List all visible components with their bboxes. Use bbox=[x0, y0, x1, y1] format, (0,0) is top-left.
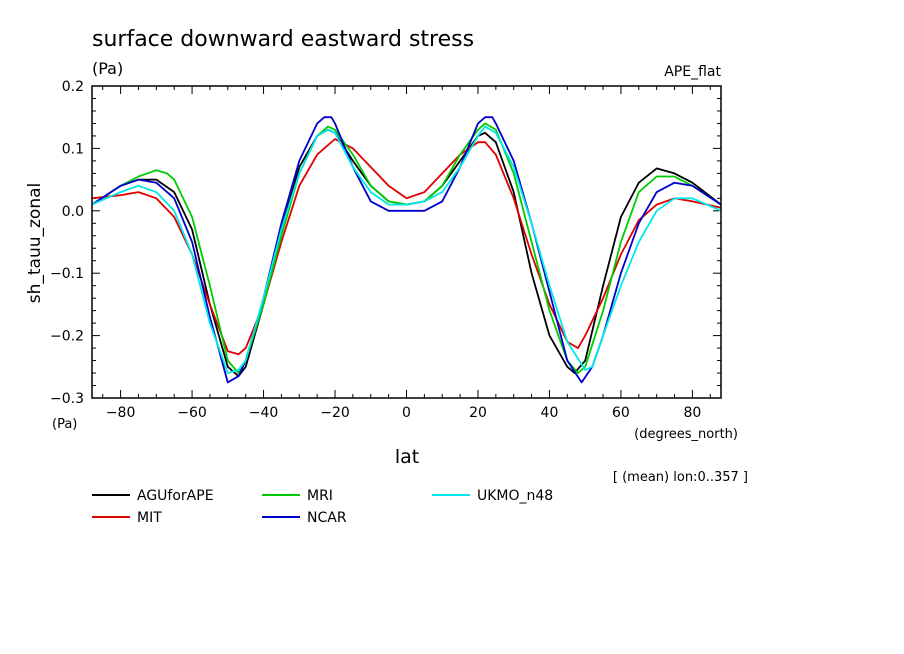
x-tick-label: 0 bbox=[402, 405, 411, 421]
x-axis-label: lat bbox=[395, 446, 419, 468]
series-line-mit bbox=[91, 138, 722, 356]
y-tick-label: 0.2 bbox=[62, 79, 84, 95]
x-tick-label: 40 bbox=[541, 405, 559, 421]
x-unit-label: (degrees_north) bbox=[634, 427, 738, 442]
y-tick-label: 0.0 bbox=[62, 204, 84, 220]
title-unit-label: (Pa) bbox=[92, 59, 123, 78]
y-tick-label: −0.1 bbox=[50, 266, 84, 282]
top-right-label: APE_flat bbox=[664, 64, 721, 80]
x-tick-label: −60 bbox=[177, 405, 207, 421]
legend-label: AGUforAPE bbox=[137, 488, 214, 504]
legend-label: MRI bbox=[307, 488, 333, 504]
x-tick-label: 80 bbox=[683, 405, 701, 421]
footnote: [ (mean) lon:0..357 ] bbox=[613, 470, 748, 485]
series-line-ncar bbox=[91, 116, 722, 384]
x-tick-label: −40 bbox=[249, 405, 279, 421]
y-tick-label: 0.1 bbox=[62, 141, 84, 157]
series-line-ukmo-n48 bbox=[91, 125, 722, 374]
axis-ticks: −80 −60 −40 −20 0 20 40 60 80 −0.3 −0.2 −0.1 0.0 0.1 0… bbox=[50, 79, 721, 421]
y-tick-label: −0.2 bbox=[50, 329, 84, 345]
plot-frame bbox=[91, 85, 722, 399]
legend-label: MIT bbox=[137, 510, 162, 526]
series-line-mri bbox=[91, 122, 722, 374]
chart-title: surface downward eastward stress bbox=[92, 27, 474, 52]
x-tick-label: 60 bbox=[612, 405, 630, 421]
x-tick-label: −20 bbox=[320, 405, 350, 421]
x-tick-label: 20 bbox=[469, 405, 487, 421]
y-tick-label: −0.3 bbox=[50, 391, 84, 407]
legend-label: NCAR bbox=[307, 510, 347, 526]
y-unit-label: (Pa) bbox=[52, 417, 77, 432]
series-line-aguforape bbox=[91, 128, 722, 378]
series-lines bbox=[91, 116, 722, 384]
legend: AGUforAPE MIT MRI NCAR UKMO_n48 bbox=[92, 488, 553, 526]
legend-label: UKMO_n48 bbox=[477, 488, 553, 504]
y-axis-label: sh_tauu_zonal bbox=[25, 183, 45, 304]
x-tick-label: −80 bbox=[106, 405, 136, 421]
